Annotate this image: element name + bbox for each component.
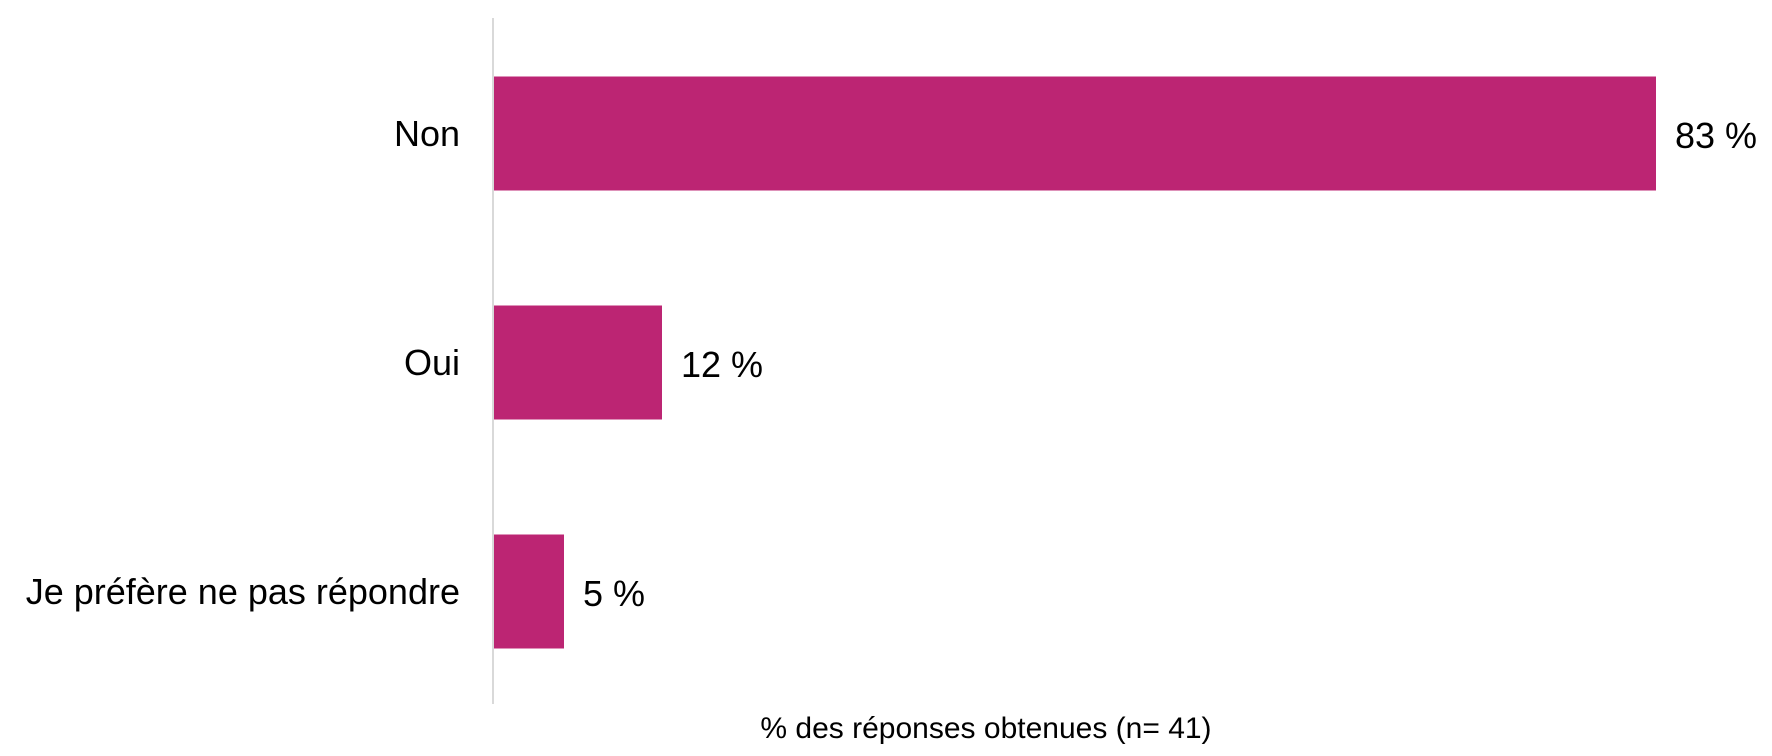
bar-0 [494, 76, 1656, 191]
bars-group [494, 76, 1656, 649]
category-label-0: Non [394, 113, 460, 154]
value-labels-group: 83 % 12 % 5 % [583, 115, 1757, 614]
bar-2 [494, 534, 564, 649]
bar-1 [494, 305, 662, 420]
value-label-0: 83 % [1675, 115, 1757, 156]
category-labels-group: Non Oui Je préfère ne pas répondre [26, 113, 460, 612]
category-label-2: Je préfère ne pas répondre [26, 571, 460, 612]
value-label-1: 12 % [681, 344, 763, 385]
value-label-2: 5 % [583, 573, 645, 614]
category-label-1: Oui [404, 342, 460, 383]
x-axis-title: % des réponses obtenues (n= 41) [760, 712, 1211, 745]
